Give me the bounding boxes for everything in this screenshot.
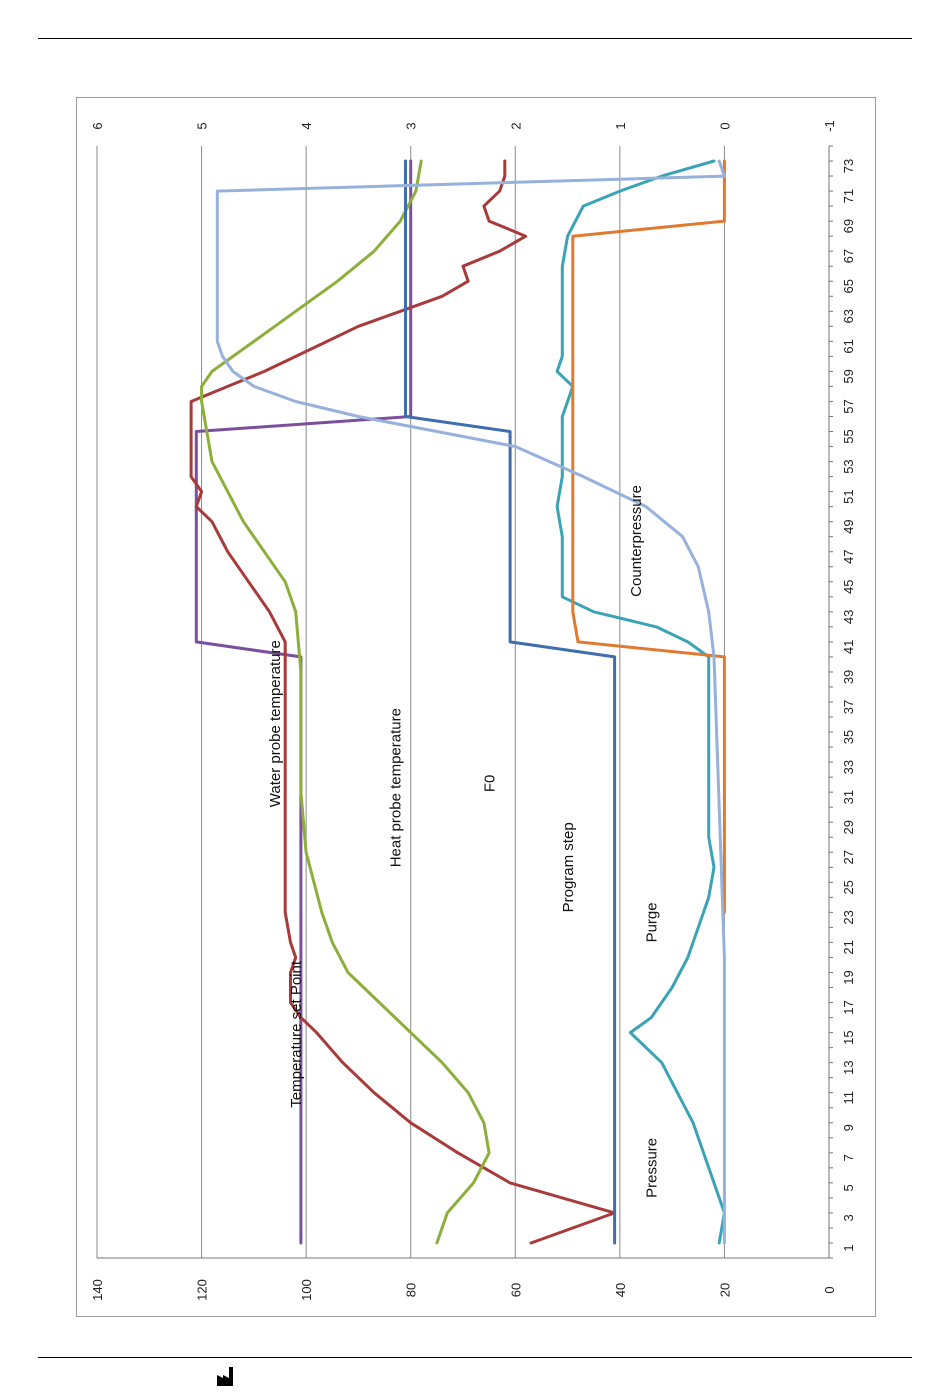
x-tick-label: 49 [841,519,856,533]
x-tick-label: 61 [841,339,856,353]
x-tick-label: 51 [841,489,856,503]
f0-label: F0 [481,775,498,793]
y-secondary-tick-label: -1 [822,120,837,132]
series-label-purge: Purge [643,902,660,942]
series-label-heat-probe-temperature: Heat probe temperature [387,708,404,867]
x-tick-label: 3 [841,1214,856,1221]
x-tick-label: 59 [841,369,856,383]
y-secondary-tick-label: 6 [90,122,105,129]
series-line-water-probe-temperature [189,159,617,1245]
series-label-counterpressure: Counterpressure [628,485,645,597]
series-line-purge [555,159,726,1245]
gridlines [96,145,833,1259]
x-tick-label: 31 [841,790,856,804]
x-tick-label: 27 [841,850,856,864]
series-line-pressure [215,159,726,1245]
x-tick-label: 35 [841,730,856,744]
y-primary-tick-label: 20 [717,1283,732,1297]
x-tick-label: 21 [841,940,856,954]
x-tick-label: 9 [841,1124,856,1131]
y-secondary-tick-label: 1 [613,122,628,129]
x-tick-label: 5 [841,1184,856,1191]
x-tick-label: 29 [841,820,856,834]
series-line-heat-probe-temperature [200,159,491,1245]
tick-labels: 020406080100120140-101234561357911131517… [90,120,856,1301]
x-tick-label: 71 [841,189,856,203]
series-label-temperature-set-point: Temperature set Point [288,960,305,1108]
y-primary-tick-label: 40 [613,1283,628,1297]
x-tick-label: 33 [841,760,856,774]
series-label-program-step: Program step [560,822,577,912]
x-tick-label: 17 [841,1000,856,1014]
x-tick-label: 37 [841,700,856,714]
x-tick-label: 53 [841,459,856,473]
series-line-counterpressure [571,159,726,914]
x-tick-label: 43 [841,610,856,624]
x-tick-label: 55 [841,429,856,443]
x-tick-label: 13 [841,1060,856,1074]
y-secondary-tick-label: 3 [404,122,419,129]
y-primary-tick-label: 60 [508,1283,523,1297]
x-tick-label: 57 [841,399,856,413]
chart-frame: 0 20 40 60 80 100 120 140 -1 0 1 2 3 4 5 6 1 3 5 7 9 11 13 15 17… [76,97,876,1317]
y-primary-tick-label: 140 [90,1279,105,1301]
x-tick-label: 25 [841,880,856,894]
x-tick-label: 73 [841,159,856,173]
x-tick-label: 23 [841,910,856,924]
x-tick-label: 1 [841,1244,856,1251]
y-secondary-tick-label: 2 [508,122,523,129]
x-tick-label: 47 [841,549,856,563]
series-label-pressure: Pressure [643,1138,660,1198]
x-tick-label: 7 [841,1154,856,1161]
y-secondary-tick-label: 0 [717,122,732,129]
series-label-water-probe-temperature: Water probe temperature [267,640,284,807]
bottom-rule [38,1357,912,1358]
x-tick-label: 41 [841,640,856,654]
y-primary-tick-label: 120 [195,1279,210,1301]
x-tick-label: 45 [841,580,856,594]
y-primary-tick-label: 80 [404,1283,419,1297]
y-primary-tick-label: 0 [822,1286,837,1293]
x-tick-label: 39 [841,670,856,684]
x-tick-label: 69 [841,219,856,233]
y-secondary-tick-label: 4 [299,122,314,129]
line-chart: 020406080100120140-101234561357911131517… [90,120,856,1301]
y-secondary-tick-label: 5 [195,122,210,129]
series-line-program-step [404,159,617,1245]
x-tick-label: 65 [841,279,856,293]
series-labels: Temperature set Point Water probe tempera… [267,485,660,1198]
manufacturer-icon [216,1363,240,1387]
x-tick-label: 63 [841,309,856,323]
x-tick-label: 11 [841,1091,856,1105]
x-tick-label: 67 [841,249,856,263]
x-tick-label: 19 [841,970,856,984]
top-rule [38,38,912,39]
series-layer [189,159,726,1245]
x-tick-label: 15 [841,1030,856,1044]
y-primary-tick-label: 100 [299,1279,314,1301]
